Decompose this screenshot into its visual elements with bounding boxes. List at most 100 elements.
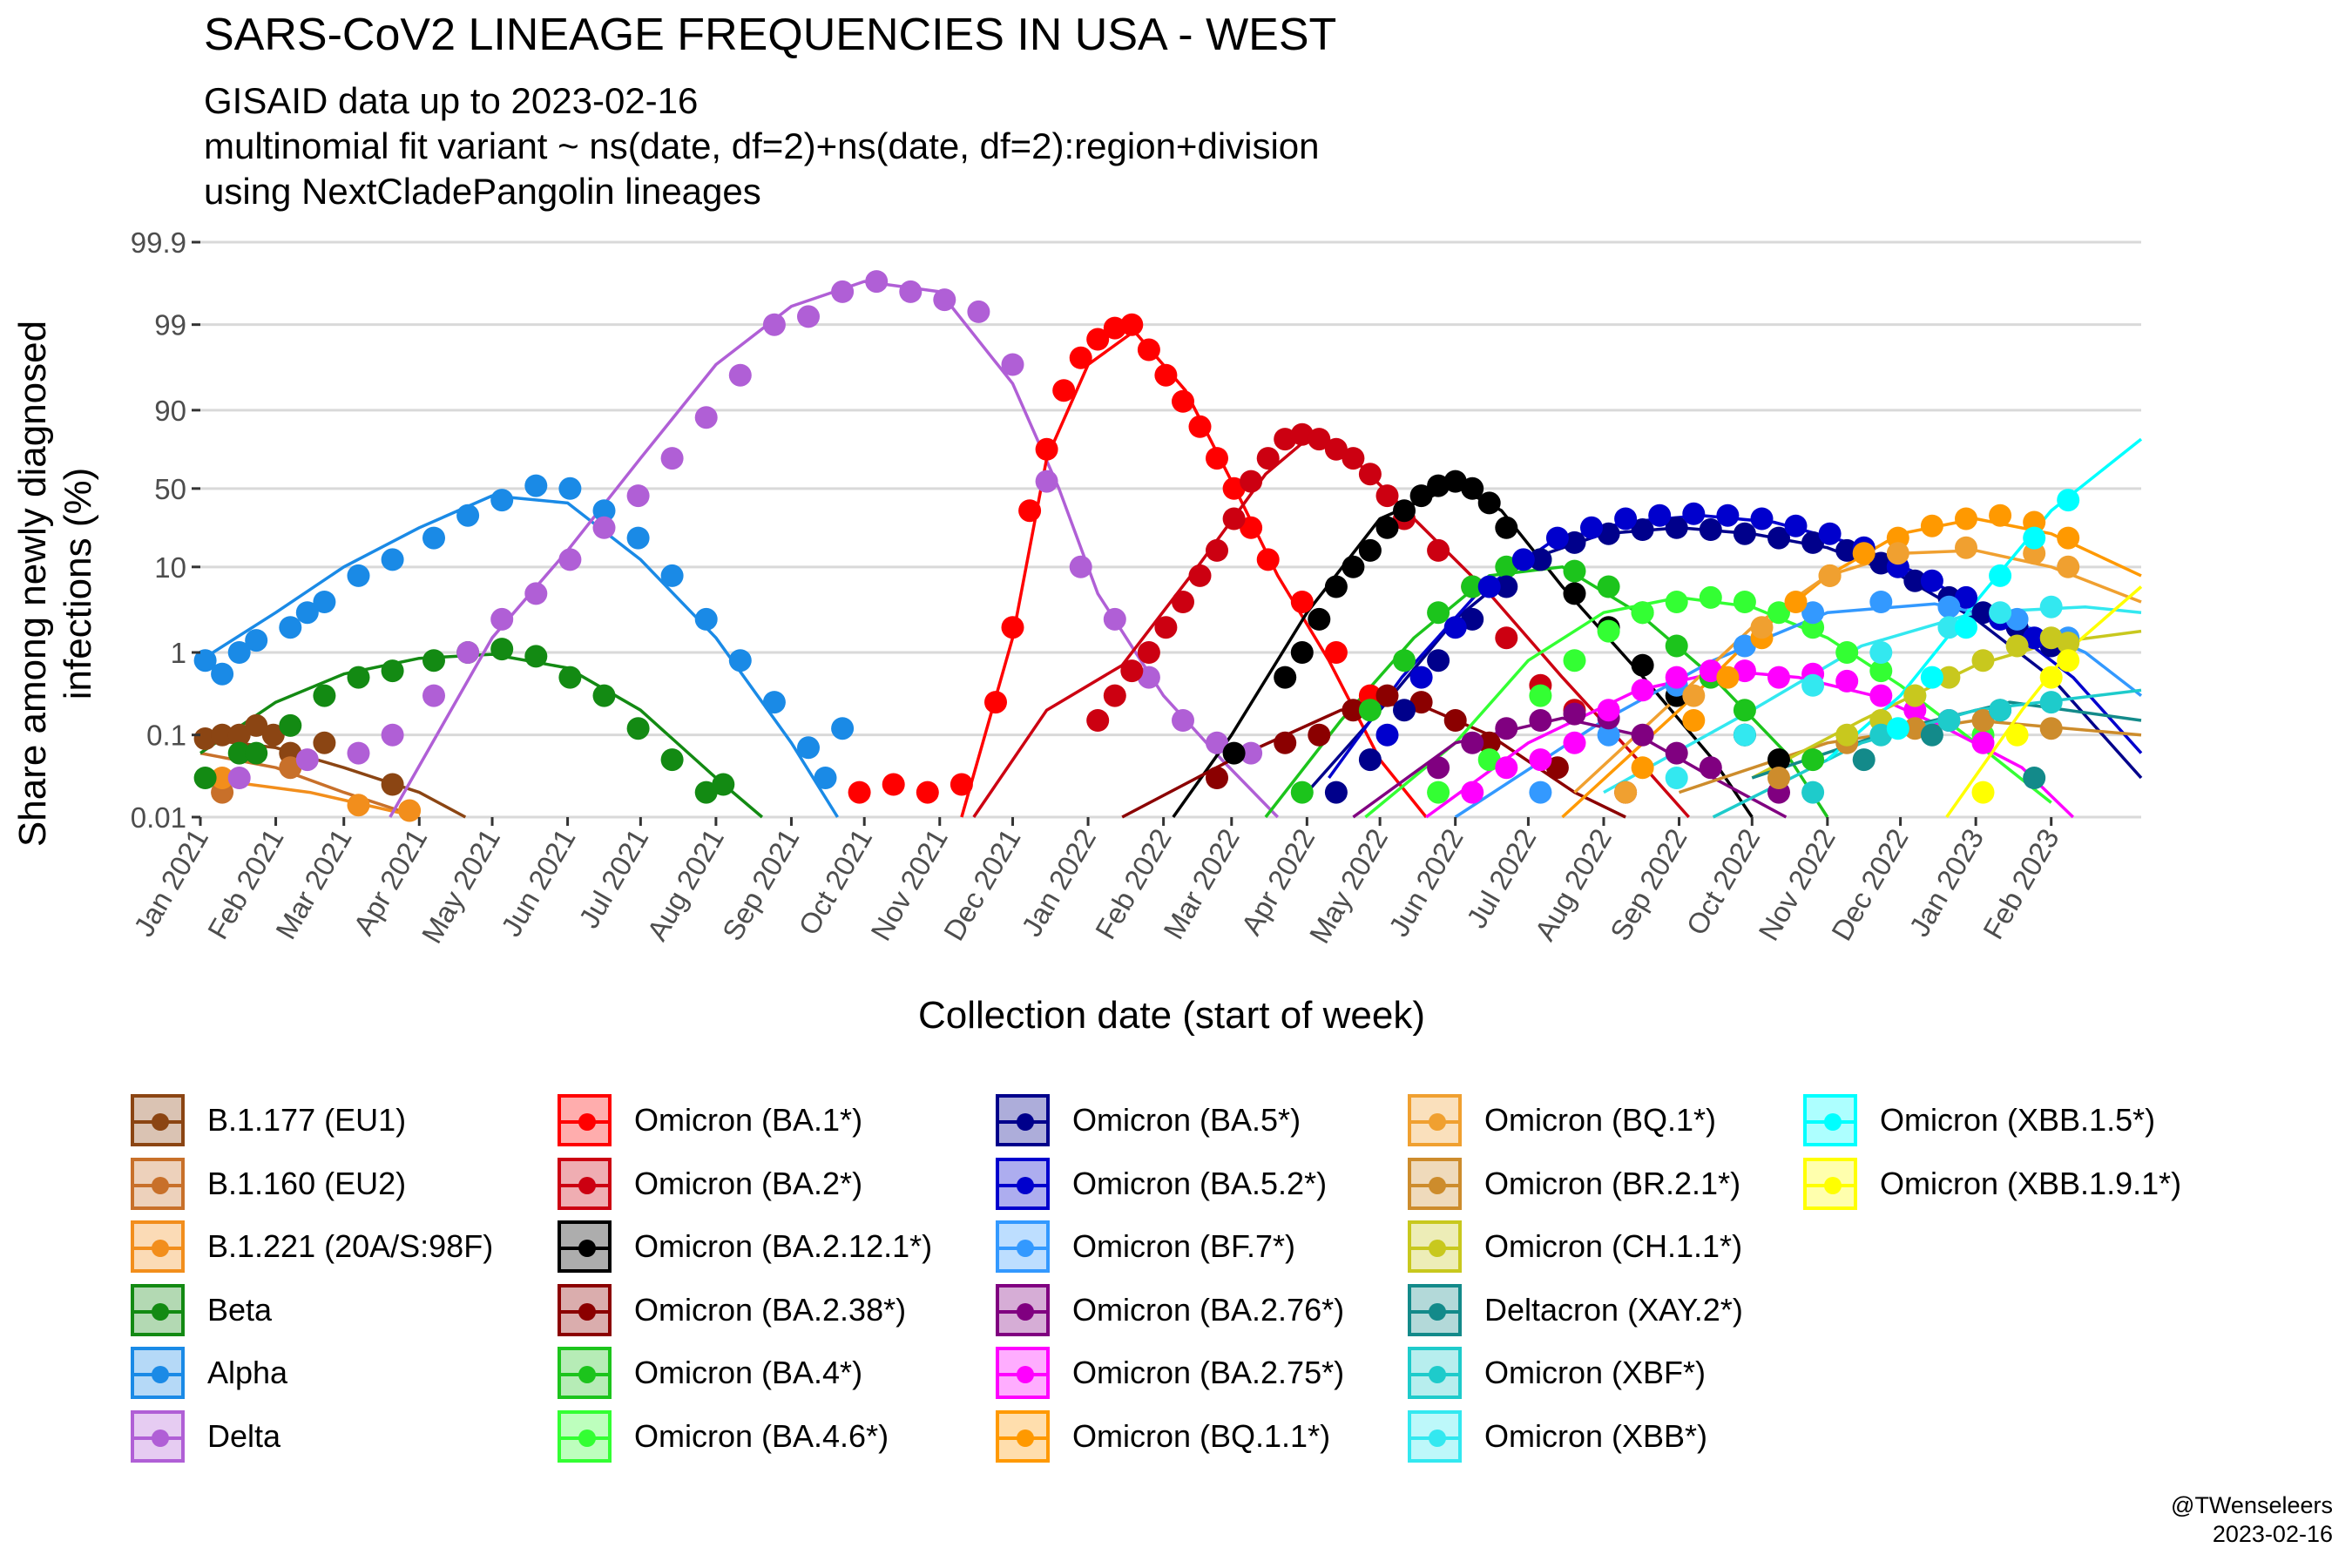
data-point bbox=[1682, 709, 1706, 732]
data-point bbox=[1495, 555, 1518, 578]
legend-item: Omicron (BA.4*) bbox=[558, 1346, 862, 1400]
legend-item: Omicron (BA.5.2*) bbox=[996, 1157, 1327, 1211]
x-tick-label: Jan 2022 bbox=[1015, 823, 1102, 942]
data-point bbox=[1443, 616, 1467, 639]
legend-label: B.1.160 (EU2) bbox=[207, 1165, 407, 1201]
data-point bbox=[694, 781, 718, 804]
x-axis-label: Collection date (start of week) bbox=[918, 994, 1425, 1037]
data-point bbox=[1342, 699, 1365, 722]
data-point bbox=[381, 548, 404, 571]
data-point bbox=[1274, 666, 1297, 689]
data-point bbox=[1427, 601, 1450, 625]
data-point bbox=[2005, 634, 2029, 658]
legend-label: Omicron (BA.2.12.1*) bbox=[634, 1228, 933, 1264]
data-point bbox=[950, 773, 973, 796]
data-point bbox=[524, 582, 548, 605]
legend-key-dot bbox=[152, 1240, 169, 1257]
data-point bbox=[592, 684, 616, 707]
data-point bbox=[1631, 679, 1654, 702]
data-point bbox=[1989, 601, 2012, 625]
data-point bbox=[1631, 601, 1654, 625]
y-tick-label: 0.1 bbox=[146, 720, 186, 752]
data-point bbox=[1103, 684, 1126, 707]
data-point bbox=[797, 736, 820, 760]
data-point bbox=[831, 280, 855, 303]
legend-key-dot bbox=[1017, 1366, 1034, 1383]
legend-key-dot bbox=[152, 1302, 169, 1321]
data-point bbox=[1937, 666, 1961, 689]
data-point bbox=[728, 363, 752, 387]
legend-item: Omicron (XBB*) bbox=[1408, 1409, 1707, 1463]
data-point bbox=[1393, 499, 1416, 523]
x-tick-label: Jun 2021 bbox=[495, 823, 582, 942]
data-point bbox=[984, 691, 1007, 714]
legend-label: Omicron (BA.1*) bbox=[634, 1102, 863, 1138]
data-point bbox=[279, 713, 302, 737]
y-tick-label: 99 bbox=[154, 309, 186, 341]
legend-item: Omicron (BF.7*) bbox=[996, 1220, 1295, 1274]
data-point bbox=[1784, 591, 1808, 613]
data-point bbox=[1172, 389, 1194, 413]
data-point bbox=[1120, 659, 1144, 683]
data-point bbox=[2039, 717, 2063, 740]
fit-line bbox=[1603, 605, 2142, 794]
data-point bbox=[1580, 516, 1603, 539]
data-point bbox=[193, 727, 217, 750]
data-point bbox=[592, 516, 616, 539]
subtitle-line-3: using NextCladePangolin lineages bbox=[204, 171, 761, 212]
legend-key bbox=[558, 1220, 612, 1273]
legend-key bbox=[558, 1283, 612, 1336]
legend-key bbox=[131, 1409, 185, 1463]
data-point bbox=[1903, 569, 1927, 592]
legend-key bbox=[996, 1347, 1050, 1399]
legend-key bbox=[1408, 1157, 1462, 1210]
data-point bbox=[211, 767, 234, 789]
data-point bbox=[1886, 542, 1909, 565]
data-point bbox=[728, 649, 752, 672]
legend-key-dot bbox=[1429, 1366, 1446, 1383]
y-tick-label: 90 bbox=[154, 395, 186, 427]
data-point bbox=[1427, 756, 1450, 780]
data-point bbox=[865, 270, 889, 294]
data-point bbox=[1563, 702, 1586, 726]
data-point bbox=[2057, 555, 2080, 578]
legend-key-dot bbox=[1824, 1176, 1842, 1194]
data-point bbox=[1495, 575, 1518, 598]
data-point bbox=[1852, 748, 1876, 772]
legend-item: Deltacron (XAY.2*) bbox=[1408, 1283, 1743, 1337]
data-point bbox=[1324, 437, 1348, 461]
data-point bbox=[193, 649, 217, 672]
data-point bbox=[1665, 634, 1688, 658]
data-point bbox=[1699, 659, 1722, 683]
data-point bbox=[227, 641, 251, 664]
legend-key bbox=[1803, 1157, 1857, 1210]
data-point bbox=[1920, 569, 1943, 592]
legend-key-dot bbox=[578, 1366, 596, 1383]
data-point bbox=[1801, 601, 1825, 625]
data-point bbox=[313, 731, 336, 754]
data-point bbox=[313, 684, 336, 707]
fit-line bbox=[199, 494, 839, 818]
y-tick-label: 0.01 bbox=[131, 801, 186, 834]
data-point bbox=[245, 741, 268, 765]
data-point bbox=[1375, 516, 1399, 539]
legend-key-dot bbox=[1429, 1176, 1446, 1194]
data-point bbox=[831, 717, 855, 740]
data-point bbox=[2005, 723, 2029, 747]
y-axis-label: Share among newly diagnosed infections (… bbox=[11, 321, 99, 847]
legend-key-dot bbox=[578, 1429, 596, 1447]
data-point bbox=[1869, 591, 1893, 613]
data-point bbox=[1240, 741, 1263, 765]
legend-key bbox=[131, 1283, 185, 1336]
legend-label: Omicron (XBF*) bbox=[1484, 1355, 1707, 1390]
data-point bbox=[347, 794, 370, 817]
legend-item: Omicron (XBB.1.9.1*) bbox=[1803, 1157, 2181, 1211]
data-point bbox=[1137, 666, 1160, 689]
legend-label: Delta bbox=[207, 1417, 281, 1454]
data-point bbox=[1375, 684, 1399, 707]
data-point bbox=[1716, 666, 1740, 689]
data-point bbox=[1188, 564, 1212, 587]
data-point bbox=[1801, 748, 1825, 772]
data-point bbox=[2057, 489, 2080, 512]
y-tick-label: 99.9 bbox=[131, 226, 186, 259]
